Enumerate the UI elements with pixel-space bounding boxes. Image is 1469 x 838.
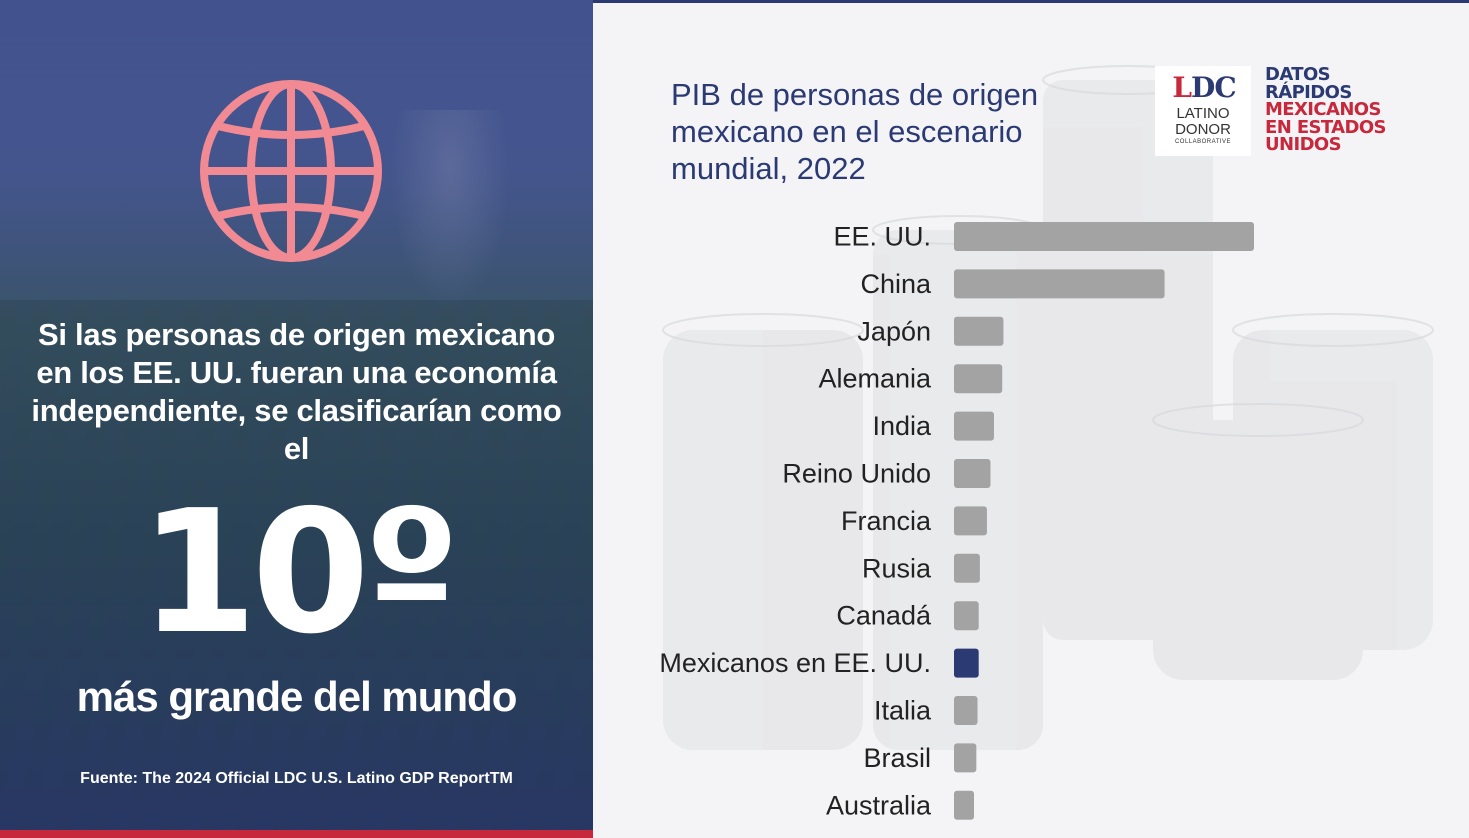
globe-icon <box>200 80 382 262</box>
ldc-logo-line3: COLLABORATIVE <box>1174 139 1232 145</box>
accent-bar <box>0 830 593 838</box>
bar-chart: EE. UU. China Japón Alemania India Reino Unid… <box>659 222 1254 820</box>
bar-ee-uu <box>954 222 1254 251</box>
bar-japon <box>954 316 1004 346</box>
field-background <box>0 300 593 838</box>
bar-rusia <box>954 553 980 583</box>
brand-line5: UNIDOS <box>1265 134 1342 155</box>
brand-line1: DATOS <box>1265 64 1331 85</box>
lead-text: Si las personas de origen mexicano en lo… <box>31 317 562 466</box>
bar-china <box>954 269 1165 299</box>
worker-background <box>390 110 510 310</box>
coins-background <box>662 65 1434 750</box>
category-label-brasil: Brasil <box>863 743 931 773</box>
bar-mexicanos-en-ee-uu <box>954 648 979 678</box>
ldc-logo-line1: LATINO <box>1176 105 1230 122</box>
bar-canada <box>954 601 979 631</box>
category-label-japon: Japón <box>857 316 931 346</box>
bar-brasil <box>954 743 977 773</box>
bar-italia <box>954 696 978 725</box>
category-label-china: China <box>860 269 932 299</box>
bar-alemania <box>954 364 1003 394</box>
ldc-logo: LDC LATINO DONOR COLLABORATIVE <box>1155 66 1251 156</box>
ldc-logo-mark: LDC <box>1172 71 1236 104</box>
category-label-canada: Canadá <box>836 601 932 631</box>
category-label-mexicanos-en-ee-uu: Mexicanos en EE. UU. <box>659 648 931 678</box>
brand-line2: RÁPIDOS <box>1265 81 1352 103</box>
category-label-reino-unido: Reino Unido <box>782 459 931 489</box>
category-label-rusia: Rusia <box>862 553 932 583</box>
category-label-francia: Francia <box>841 506 932 536</box>
right-panel: PIB de personas de origen mexicano en el… <box>593 0 1469 838</box>
category-label-alemania: Alemania <box>818 364 932 394</box>
ldc-logo-line2: DONOR <box>1175 121 1231 138</box>
bar-reino-unido <box>954 459 991 488</box>
chart-title: PIB de personas de origen mexicano en el… <box>671 77 1039 186</box>
category-label-ee-uu: EE. UU. <box>833 222 931 252</box>
brand-line3: MEXICANOS <box>1265 99 1381 120</box>
left-panel: Si las personas de origen mexicano en lo… <box>0 0 593 838</box>
bar-india <box>954 411 994 441</box>
rank-suffix: más grande del mundo <box>76 673 518 720</box>
category-label-australia: Australia <box>826 790 932 820</box>
rank-number: 10º <box>139 474 459 672</box>
category-label-italia: Italia <box>874 696 932 726</box>
bar-francia <box>954 506 987 536</box>
top-rule <box>593 0 1469 3</box>
bar-australia <box>954 790 974 820</box>
source-note: Fuente: The 2024 Official LDC U.S. Latin… <box>80 770 513 787</box>
brand-title: DATOS RÁPIDOS MEXICANOS EN ESTADOS UNIDO… <box>1265 66 1465 154</box>
brand-line4: EN ESTADOS <box>1265 116 1387 138</box>
category-label-india: India <box>872 411 932 441</box>
